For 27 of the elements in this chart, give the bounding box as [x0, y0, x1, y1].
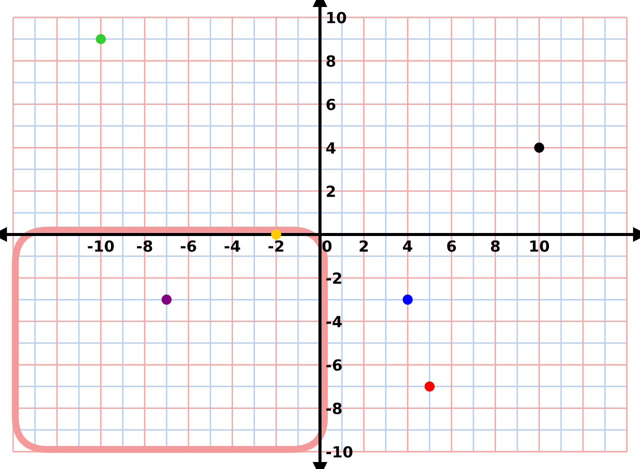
- y-tick-label: -10: [326, 446, 352, 458]
- x-tick-label: 4: [403, 240, 412, 252]
- x-tick-label: -4: [224, 240, 240, 252]
- y-tick-label: 8: [326, 55, 336, 67]
- point: [424, 381, 435, 392]
- point: [161, 294, 172, 305]
- x-tick-label: -10: [88, 240, 114, 252]
- x-tick-label: -8: [137, 240, 152, 252]
- point: [271, 229, 282, 240]
- point: [534, 142, 544, 153]
- point: [96, 34, 106, 44]
- x-tick-label: 6: [447, 240, 456, 252]
- y-tick-label: -8: [326, 402, 342, 414]
- x-tick-label: 0: [322, 240, 332, 252]
- x-tick-label: 2: [360, 240, 368, 252]
- y-tick-label: 4: [326, 142, 336, 154]
- x-tick-label: -6: [180, 240, 196, 252]
- point: [402, 294, 413, 305]
- y-tick-label: -2: [326, 272, 342, 284]
- x-tick-label: 10: [530, 240, 550, 252]
- y-tick-label: 10: [327, 12, 346, 24]
- x-tick-label: -2: [268, 240, 284, 252]
- x-tick-label: 8: [490, 240, 500, 252]
- y-tick-label: -6: [326, 359, 342, 371]
- y-tick-label: 2: [326, 186, 335, 197]
- y-tick-label: 6: [326, 98, 336, 110]
- y-tick-label: -4: [326, 316, 342, 328]
